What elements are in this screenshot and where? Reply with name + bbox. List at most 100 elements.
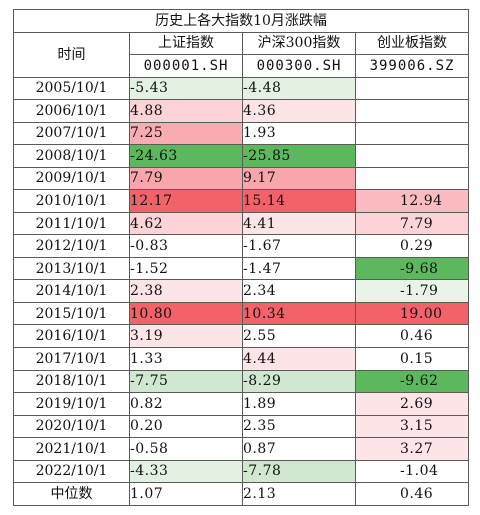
- csi300-value: 0.87: [242, 437, 356, 461]
- table-row: 2019/10/1 0.82 1.89 2.69: [13, 392, 470, 416]
- row-date: 2021/10/1: [13, 437, 130, 461]
- table-row: 2022/10/1 -4.33 -7.78 -1.04: [13, 459, 470, 484]
- chinext-value: 2.69: [354, 392, 470, 416]
- sse-value: -7.75: [129, 369, 243, 394]
- sse-value: -5.43: [129, 76, 243, 101]
- index-code-chinext: 399006.SZ: [354, 54, 470, 78]
- sse-value: -0.58: [129, 437, 243, 461]
- sse-value: -24.63: [129, 144, 243, 168]
- table-row: 2012/10/1 -0.83 -1.67 0.29: [13, 234, 470, 258]
- sse-value: 4.62: [129, 211, 243, 236]
- chinext-value: 19.00: [354, 301, 470, 326]
- table-row: 2016/10/1 3.19 2.55 0.46: [13, 324, 470, 348]
- csi300-value: -1.67: [242, 234, 356, 258]
- chinext-value: [354, 99, 470, 123]
- index-code-sse: 000001.SH: [129, 54, 243, 78]
- chinext-value: [354, 144, 470, 168]
- csi300-value: 10.34: [242, 301, 356, 326]
- table-title: 历史上各大指数10月涨跌幅: [12, 9, 470, 33]
- sse-value: 7.79: [129, 166, 243, 191]
- chinext-value: [354, 166, 470, 191]
- chinext-value: 12.94: [354, 189, 470, 213]
- sse-value: 1.33: [129, 346, 243, 371]
- csi300-value: 4.41: [242, 211, 356, 236]
- csi300-value: 4.44: [242, 346, 356, 371]
- chinext-value: 0.46: [354, 324, 470, 348]
- sse-median: 1.07: [129, 482, 243, 506]
- table-row: 2008/10/1 -24.63 -25.85: [13, 144, 470, 168]
- csi300-value: 4.36: [242, 99, 356, 123]
- row-date: 2005/10/1: [13, 76, 130, 101]
- row-date: 2016/10/1: [13, 324, 130, 348]
- chinext-value: -1.04: [354, 459, 470, 484]
- chinext-median: 0.46: [354, 482, 470, 506]
- chinext-value: 7.79: [354, 211, 470, 236]
- row-date: 2007/10/1: [13, 121, 130, 146]
- row-date: 2020/10/1: [13, 414, 130, 439]
- table-row: 2007/10/1 7.25 1.93: [13, 121, 470, 146]
- median-label: 中位数: [13, 482, 130, 506]
- table-row: 2009/10/1 7.79 9.17: [13, 166, 470, 191]
- table-row: 2017/10/1 1.33 4.44 0.15: [13, 346, 470, 371]
- table-row: 2010/10/1 12.17 15.14 12.94: [13, 189, 470, 213]
- title-row: 历史上各大指数10月涨跌幅: [12, 9, 470, 33]
- table-row: 2018/10/1 -7.75 -8.29 -9.62: [13, 369, 470, 394]
- row-date: 2006/10/1: [13, 99, 130, 123]
- csi300-value: 9.17: [242, 166, 356, 191]
- sse-value: 0.20: [129, 414, 243, 439]
- index-name-chinext: 创业板指数: [354, 31, 470, 56]
- sse-value: 7.25: [129, 121, 243, 146]
- chinext-value: 0.15: [354, 346, 470, 371]
- table-row: 2013/10/1 -1.52 -1.47 -9.68: [13, 256, 470, 281]
- chinext-value: [354, 76, 470, 101]
- row-date: 2022/10/1: [13, 459, 130, 484]
- date-column-header: 时间: [13, 31, 130, 78]
- table-row: 2005/10/1 -5.43 -4.48: [13, 76, 470, 101]
- sse-value: 10.80: [129, 301, 243, 326]
- row-date: 2011/10/1: [13, 211, 130, 236]
- row-date: 2008/10/1: [13, 144, 130, 168]
- csi300-value: 2.34: [242, 279, 356, 303]
- chinext-value: -9.62: [354, 369, 470, 394]
- csi300-value: -7.78: [242, 459, 356, 484]
- index-name-csi300: 沪深300指数: [242, 31, 356, 56]
- table-row: 2014/10/1 2.38 2.34 -1.79: [13, 279, 470, 303]
- table-row: 2015/10/1 10.80 10.34 19.00: [13, 301, 470, 326]
- row-date: 2009/10/1: [13, 166, 130, 191]
- row-date: 2017/10/1: [13, 346, 130, 371]
- csi300-value: -1.47: [242, 256, 356, 281]
- index-code-csi300: 000300.SH: [242, 54, 356, 78]
- csi300-value: 1.89: [242, 392, 356, 416]
- sse-value: 2.38: [129, 279, 243, 303]
- chinext-value: -9.68: [354, 256, 470, 281]
- csi300-value: -8.29: [242, 369, 356, 394]
- table-row: 2006/10/1 4.88 4.36: [13, 99, 470, 123]
- chinext-value: [354, 121, 470, 146]
- header-row: 时间 上证指数 沪深300指数 创业板指数: [13, 31, 470, 78]
- csi300-value: 2.55: [242, 324, 356, 348]
- chinext-value: 3.15: [354, 414, 470, 439]
- sse-value: -1.52: [129, 256, 243, 281]
- csi300-value: -25.85: [242, 144, 356, 168]
- row-date: 2010/10/1: [13, 189, 130, 213]
- table-row: 2020/10/1 0.20 2.35 3.15: [13, 414, 470, 439]
- index-name-sse: 上证指数: [129, 31, 243, 56]
- sse-value: 3.19: [129, 324, 243, 348]
- csi300-median: 2.13: [242, 482, 356, 506]
- chinext-value: -1.79: [354, 279, 470, 303]
- median-row: 中位数 1.07 2.13 0.46: [13, 482, 470, 506]
- chinext-value: 3.27: [354, 437, 470, 461]
- chinext-value: 0.29: [354, 234, 470, 258]
- row-date: 2018/10/1: [13, 369, 130, 394]
- row-date: 2015/10/1: [13, 301, 130, 326]
- csi300-value: 1.93: [242, 121, 356, 146]
- csi300-value: 2.35: [242, 414, 356, 439]
- row-date: 2012/10/1: [13, 234, 130, 258]
- sse-value: -0.83: [129, 234, 243, 258]
- csi300-value: -4.48: [242, 76, 356, 101]
- sse-value: 12.17: [129, 189, 243, 213]
- csi300-value: 15.14: [242, 189, 356, 213]
- row-date: 2019/10/1: [13, 392, 130, 416]
- table-row: 2011/10/1 4.62 4.41 7.79: [13, 211, 470, 236]
- row-date: 2014/10/1: [13, 279, 130, 303]
